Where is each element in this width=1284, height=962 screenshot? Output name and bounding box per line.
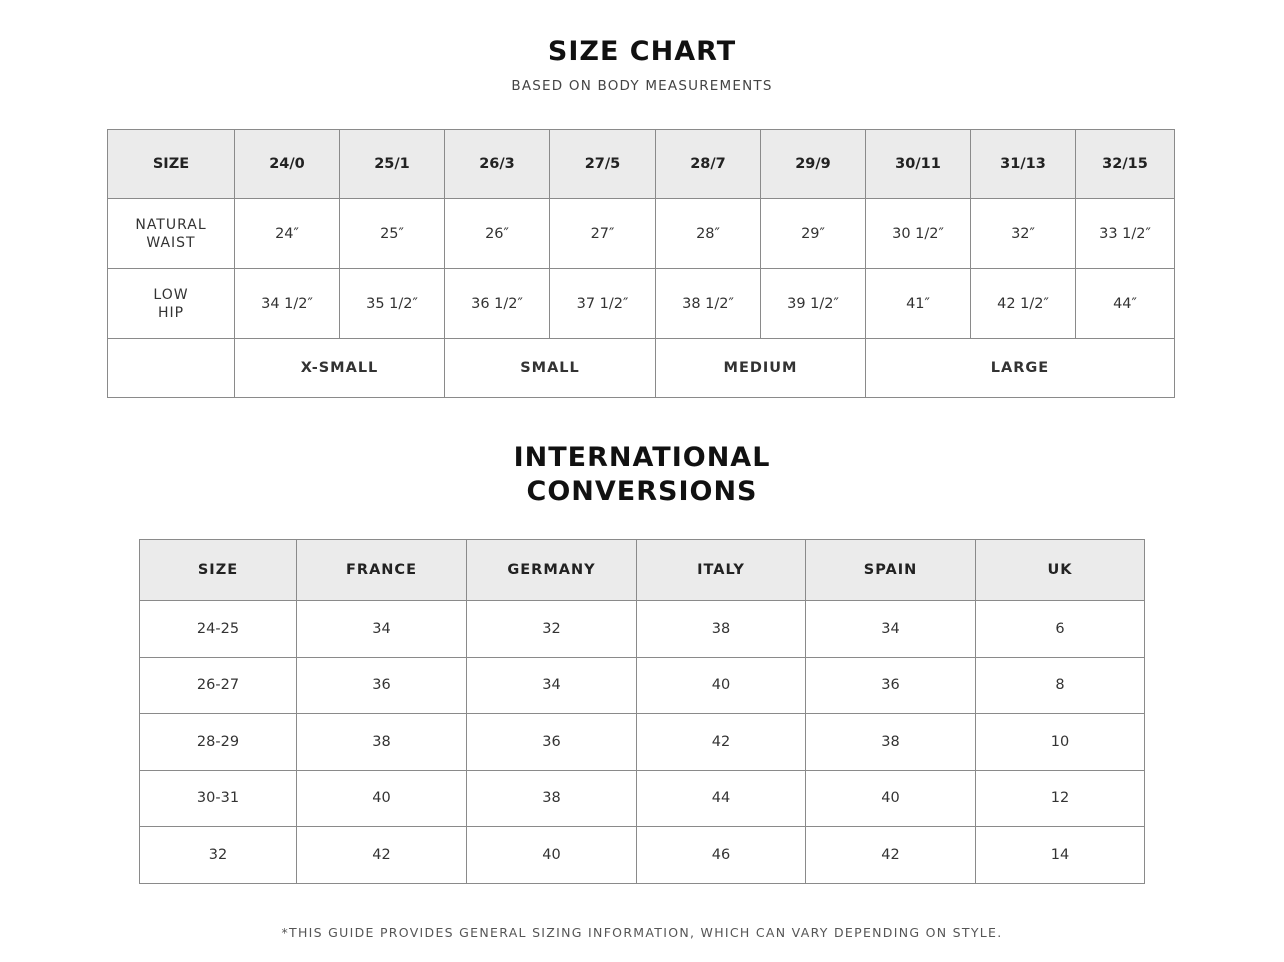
conversion-cell: 38 [636,600,806,658]
header-cell: UK [975,539,1145,601]
size-header-row: SIZE 24/0 25/1 26/3 27/5 28/7 29/9 30/11 31/13 32… [107,129,1175,199]
conversion-cell: 34 [805,600,976,658]
header-cell: 25/1 [339,129,445,199]
measurement-row: NATURAL WAIST 24″ 25″ 26″ 27″ 28″ 29″ 30 1/2″ 32″… [107,198,1175,269]
conversion-cell: 8 [975,656,1145,714]
conversion-cell: 44 [636,769,806,827]
conversion-cell: 10 [975,713,1145,771]
size-chart-table: SIZE 24/0 25/1 26/3 27/5 28/7 29/9 30/11 31/13 32… [107,129,1175,398]
conversion-cell: 14 [975,826,1145,884]
measurement-cell: 39 1/2″ [760,268,866,339]
header-cell: 27/5 [549,129,656,199]
header-cell: SIZE [139,539,297,601]
measurement-cell: 37 1/2″ [549,268,656,339]
conversion-cell: 32 [466,600,637,658]
size-chart-title: SIZE CHART [547,36,737,67]
row-label-line: LOW [153,286,189,303]
measurement-cell: 38 1/2″ [655,268,761,339]
measurement-cell: 42 1/2″ [970,268,1076,339]
conversion-cell: 28-29 [139,713,297,771]
measurement-cell: 25″ [339,198,445,269]
conversions-table: SIZE FRANCE GERMANY ITALY SPAIN UK 24-25 34 32 38… [139,539,1145,884]
size-group-cell: LARGE [865,338,1175,398]
measurement-cell: 41″ [865,268,971,339]
row-label-line: WAIST [146,234,196,251]
header-cell: SPAIN [805,539,976,601]
conversion-cell: 46 [636,826,806,884]
conversion-cell: 40 [466,826,637,884]
header-cell: SIZE [107,129,235,199]
empty-cell [107,338,235,398]
measurement-row: LOW HIP 34 1/2″ 35 1/2″ 36 1/2″ 37 1/2″ 38 1/2… [107,268,1175,339]
conversion-cell: 12 [975,769,1145,827]
measurement-cell: 44″ [1075,268,1175,339]
conversions-title: INTERNATIONAL CONVERSIONS [0,441,1284,509]
header-cell: 28/7 [655,129,761,199]
row-label-line: NATURAL [135,216,207,233]
header-cell: ITALY [636,539,806,601]
conversion-cell: 42 [296,826,467,884]
conversions-header-row: SIZE FRANCE GERMANY ITALY SPAIN UK [139,539,1145,601]
size-chart-subtitle: BASED ON BODY MEASUREMENTS [511,78,773,94]
measurement-cell: 28″ [655,198,761,269]
conversion-cell: 40 [296,769,467,827]
header-cell: 32/15 [1075,129,1175,199]
row-label: LOW HIP [107,268,235,339]
conversion-cell: 6 [975,600,1145,658]
measurement-cell: 36 1/2″ [444,268,550,339]
header-cell: 29/9 [760,129,866,199]
measurement-cell: 35 1/2″ [339,268,445,339]
row-label-line: HIP [157,304,185,321]
conversion-cell: 36 [805,656,976,714]
header-cell: FRANCE [296,539,467,601]
size-group-cell: SMALL [444,338,656,398]
conversions-title-line2: CONVERSIONS [526,476,758,507]
measurement-cell: 26″ [444,198,550,269]
row-label: NATURAL WAIST [107,198,235,269]
header-cell: GERMANY [466,539,637,601]
conversion-cell: 32 [139,826,297,884]
conversion-cell: 42 [805,826,976,884]
measurement-cell: 29″ [760,198,866,269]
conversion-cell: 26-27 [139,656,297,714]
header-cell: 26/3 [444,129,550,199]
conversion-row: 28-29 38 36 42 38 10 [139,713,1145,771]
conversion-cell: 34 [466,656,637,714]
conversion-row: 26-27 36 34 40 36 8 [139,656,1145,714]
conversion-cell: 36 [296,656,467,714]
measurement-cell: 32″ [970,198,1076,269]
header-cell: 24/0 [234,129,340,199]
size-group-cell: MEDIUM [655,338,866,398]
conversion-cell: 30-31 [139,769,297,827]
header-cell: 31/13 [970,129,1076,199]
conversion-cell: 38 [296,713,467,771]
footnote: *THIS GUIDE PROVIDES GENERAL SIZING INFO… [281,925,1003,940]
measurement-cell: 33 1/2″ [1075,198,1175,269]
size-group-cell: X-SMALL [234,338,445,398]
conversion-cell: 36 [466,713,637,771]
header-cell: 30/11 [865,129,971,199]
measurement-cell: 27″ [549,198,656,269]
conversions-title-line1: INTERNATIONAL [513,442,771,473]
conversion-cell: 40 [636,656,806,714]
conversion-row: 32 42 40 46 42 14 [139,826,1145,884]
size-group-row: X-SMALL SMALL MEDIUM LARGE [107,338,1175,398]
measurement-cell: 24″ [234,198,340,269]
conversion-row: 24-25 34 32 38 34 6 [139,600,1145,658]
conversion-cell: 38 [805,713,976,771]
conversion-row: 30-31 40 38 44 40 12 [139,769,1145,827]
conversion-cell: 42 [636,713,806,771]
conversion-cell: 40 [805,769,976,827]
conversion-cell: 38 [466,769,637,827]
measurement-cell: 34 1/2″ [234,268,340,339]
measurement-cell: 30 1/2″ [865,198,971,269]
conversion-cell: 24-25 [139,600,297,658]
conversion-cell: 34 [296,600,467,658]
